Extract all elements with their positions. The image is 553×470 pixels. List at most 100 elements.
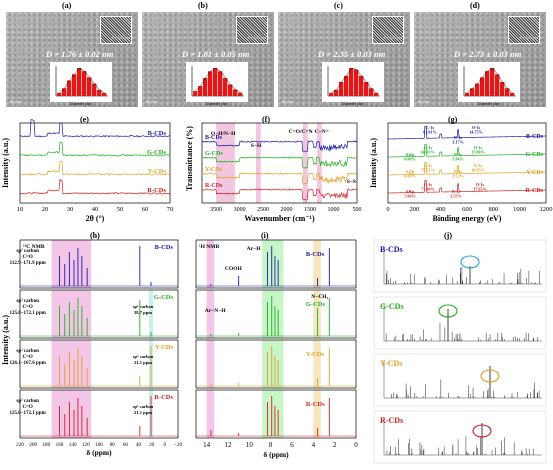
x-tick-label: 220 bbox=[16, 442, 24, 448]
xps-peak-label: C-1s bbox=[424, 145, 433, 150]
xps-peak-label: N-1s bbox=[454, 152, 463, 157]
x-tick-label: 2000 bbox=[281, 207, 293, 213]
tem-image: d = 0.21 nm D = 2.35 ± 0.03 nm Diameter (n… bbox=[278, 12, 410, 107]
x-tick-label: 180 bbox=[42, 442, 50, 448]
xps-peak-percent: 3.55% bbox=[450, 194, 462, 199]
band-highlight bbox=[216, 123, 235, 203]
band-highlight bbox=[302, 123, 308, 203]
series-label: B-CDs bbox=[526, 134, 544, 140]
size-histogram bbox=[458, 62, 520, 102]
gauss-fit bbox=[195, 67, 241, 93]
series-label: R-CDs bbox=[154, 394, 173, 401]
xps-peak-percent: 5.94% bbox=[452, 157, 464, 162]
x-tick-label: 2 bbox=[333, 441, 337, 449]
hist-bar bbox=[349, 68, 354, 96]
plot-frame bbox=[19, 122, 171, 204]
panel-label: (d) bbox=[470, 1, 480, 10]
plot-frame bbox=[19, 289, 179, 339]
ftir-panel: (f) Transmittance (%) 3500 3000 2500 2000 1500… bbox=[185, 115, 362, 223]
series-label: B-CDs bbox=[148, 130, 167, 137]
plot-frame bbox=[19, 339, 179, 389]
hist-bar bbox=[228, 84, 233, 96]
x-tick-label: 50 bbox=[117, 206, 124, 213]
x-tick-label: 0 bbox=[164, 442, 167, 448]
hist-bar bbox=[97, 89, 102, 96]
panel-label: (j) bbox=[444, 231, 452, 240]
scale-bar-label: 50 nm bbox=[282, 99, 294, 104]
hist-bar bbox=[102, 92, 107, 96]
series-label: G-CDs bbox=[205, 151, 223, 157]
x-tick-label: −20 bbox=[174, 442, 182, 448]
sp2-annotation: C=O bbox=[22, 405, 32, 410]
hist-bar bbox=[203, 77, 208, 96]
hist-bar bbox=[354, 69, 359, 96]
arnh-region bbox=[206, 390, 215, 438]
xps-peak-percent: 2.72% bbox=[452, 174, 464, 179]
scale-bar-label: 50 nm bbox=[10, 99, 22, 104]
series-label: Y-CDs bbox=[148, 168, 167, 175]
sp2-region bbox=[51, 290, 92, 338]
series-label: B-CDs bbox=[155, 244, 174, 251]
x-tick-label: 40 bbox=[92, 206, 99, 213]
aromatic-region bbox=[262, 240, 284, 288]
hist-xlabel: Diameter (nm) bbox=[341, 102, 365, 106]
x-tick-label: 10 bbox=[17, 206, 24, 213]
xps-series-line bbox=[387, 161, 547, 176]
hrtem-inset bbox=[100, 16, 132, 44]
band-annotation: S−S bbox=[347, 179, 356, 185]
hist-bar bbox=[87, 77, 92, 96]
xps-peak-percent: 17.80% bbox=[471, 150, 485, 155]
nch3-region bbox=[313, 240, 321, 288]
hist-bar bbox=[77, 68, 82, 96]
x-tick-label: 1000 bbox=[328, 207, 340, 213]
tem-image: d = 0.21 nm D = 1.76 ± 0.02 nm Diameter (n… bbox=[6, 12, 138, 107]
x-tick-label: 3500 bbox=[210, 207, 222, 213]
ftir-series-line bbox=[201, 172, 358, 185]
hist-bar bbox=[470, 88, 475, 96]
x-tick-label: 400 bbox=[436, 206, 446, 213]
series-label: R-CDs bbox=[205, 183, 223, 189]
panel-label: (h) bbox=[90, 231, 100, 240]
series-label: G-CDs bbox=[525, 152, 543, 158]
y-axis-label: Intensity (a.u.) bbox=[1, 138, 10, 188]
xps-peak-percent: 14.75% bbox=[469, 130, 483, 135]
ftir-series-line bbox=[201, 140, 358, 152]
hist-bar bbox=[490, 68, 495, 96]
arnh-region bbox=[206, 340, 215, 388]
panel-label: (a) bbox=[62, 1, 72, 10]
x-tick-label: 30 bbox=[67, 206, 74, 213]
series-label: Y-CDs bbox=[306, 351, 325, 358]
panel-label: (i) bbox=[261, 231, 269, 240]
sp3-region bbox=[149, 290, 153, 338]
x-tick-label: 8 bbox=[269, 441, 273, 449]
xrd-series-line bbox=[19, 178, 171, 195]
hist-bar bbox=[238, 92, 243, 96]
x-tick-label: 14 bbox=[203, 441, 211, 449]
sp2-annotation: 125.0−172.1 ppm bbox=[9, 411, 46, 416]
panel-label: (g) bbox=[448, 115, 458, 124]
sp2-annotation: C=O bbox=[22, 305, 32, 310]
x-tick-label: 4 bbox=[312, 441, 316, 449]
tem-image: d = 0.21 nm D = 1.81 ± 0.05 nm Diameter (n… bbox=[142, 12, 274, 107]
hist-bar bbox=[82, 71, 87, 96]
hist-bar bbox=[510, 92, 515, 96]
series-label: G-CDs bbox=[306, 301, 326, 308]
diameter-text: D = 2.73 ± 0.03 nm bbox=[454, 49, 522, 59]
hrtem-inset bbox=[508, 16, 540, 44]
peak-annotation: Ar−N−H bbox=[205, 308, 227, 314]
nch3-region bbox=[313, 290, 321, 338]
hist-bar bbox=[359, 75, 364, 96]
xps-peak-label: N-1s bbox=[454, 169, 463, 174]
aromatic-region bbox=[262, 340, 284, 388]
x-tick-label: 6 bbox=[290, 441, 294, 449]
highlight-circle bbox=[472, 424, 492, 438]
x-tick-label: 1000 bbox=[513, 206, 526, 213]
xps-peak-label: N-1s bbox=[452, 189, 461, 194]
series-label: R-CDs bbox=[306, 401, 325, 408]
series-label: Y-CDs bbox=[155, 344, 174, 351]
sp2-region bbox=[51, 390, 92, 438]
x-tick-label: 600 bbox=[462, 206, 472, 213]
scale-bar-label: 50 nm bbox=[146, 99, 158, 104]
band-annotation: S−H bbox=[251, 143, 262, 149]
x-tick-label: 0 bbox=[386, 206, 389, 213]
